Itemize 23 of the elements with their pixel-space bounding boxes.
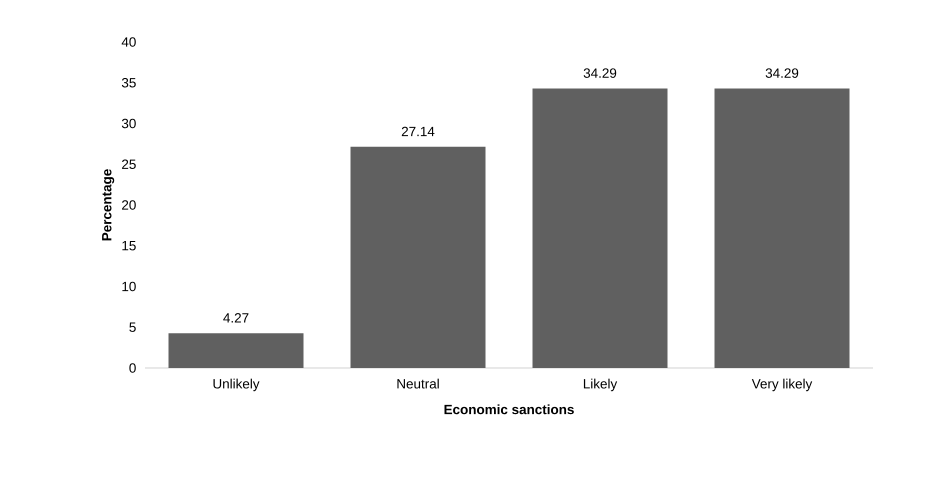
x-tick-label: Neutral — [397, 378, 439, 389]
y-tick-label: 10 — [122, 282, 136, 292]
data-label: 34.29 — [766, 68, 798, 78]
data-label: 27.14 — [402, 126, 434, 136]
bar — [350, 146, 486, 368]
y-tick-label: 25 — [122, 159, 136, 169]
x-tick-label: Very likely — [752, 378, 812, 392]
x-axis-title: Economic sanctions — [444, 404, 574, 414]
bar — [714, 88, 850, 368]
data-label: 4.27 — [223, 313, 248, 323]
bar — [532, 88, 668, 368]
y-tick-label: 5 — [129, 322, 136, 332]
bar — [168, 333, 304, 368]
y-tick-label: 0 — [129, 363, 136, 373]
y-tick-label: 35 — [122, 78, 136, 88]
y-tick-label: 40 — [122, 37, 136, 47]
y-tick-label: 30 — [122, 118, 136, 128]
y-axis-title: Percentage — [102, 169, 114, 240]
x-tick-label: Unlikely — [213, 378, 260, 392]
data-label: 34.29 — [584, 68, 616, 78]
x-tick-label: Likely — [584, 378, 618, 392]
y-tick-label: 15 — [122, 241, 136, 250]
y-tick-label: 20 — [122, 200, 136, 210]
